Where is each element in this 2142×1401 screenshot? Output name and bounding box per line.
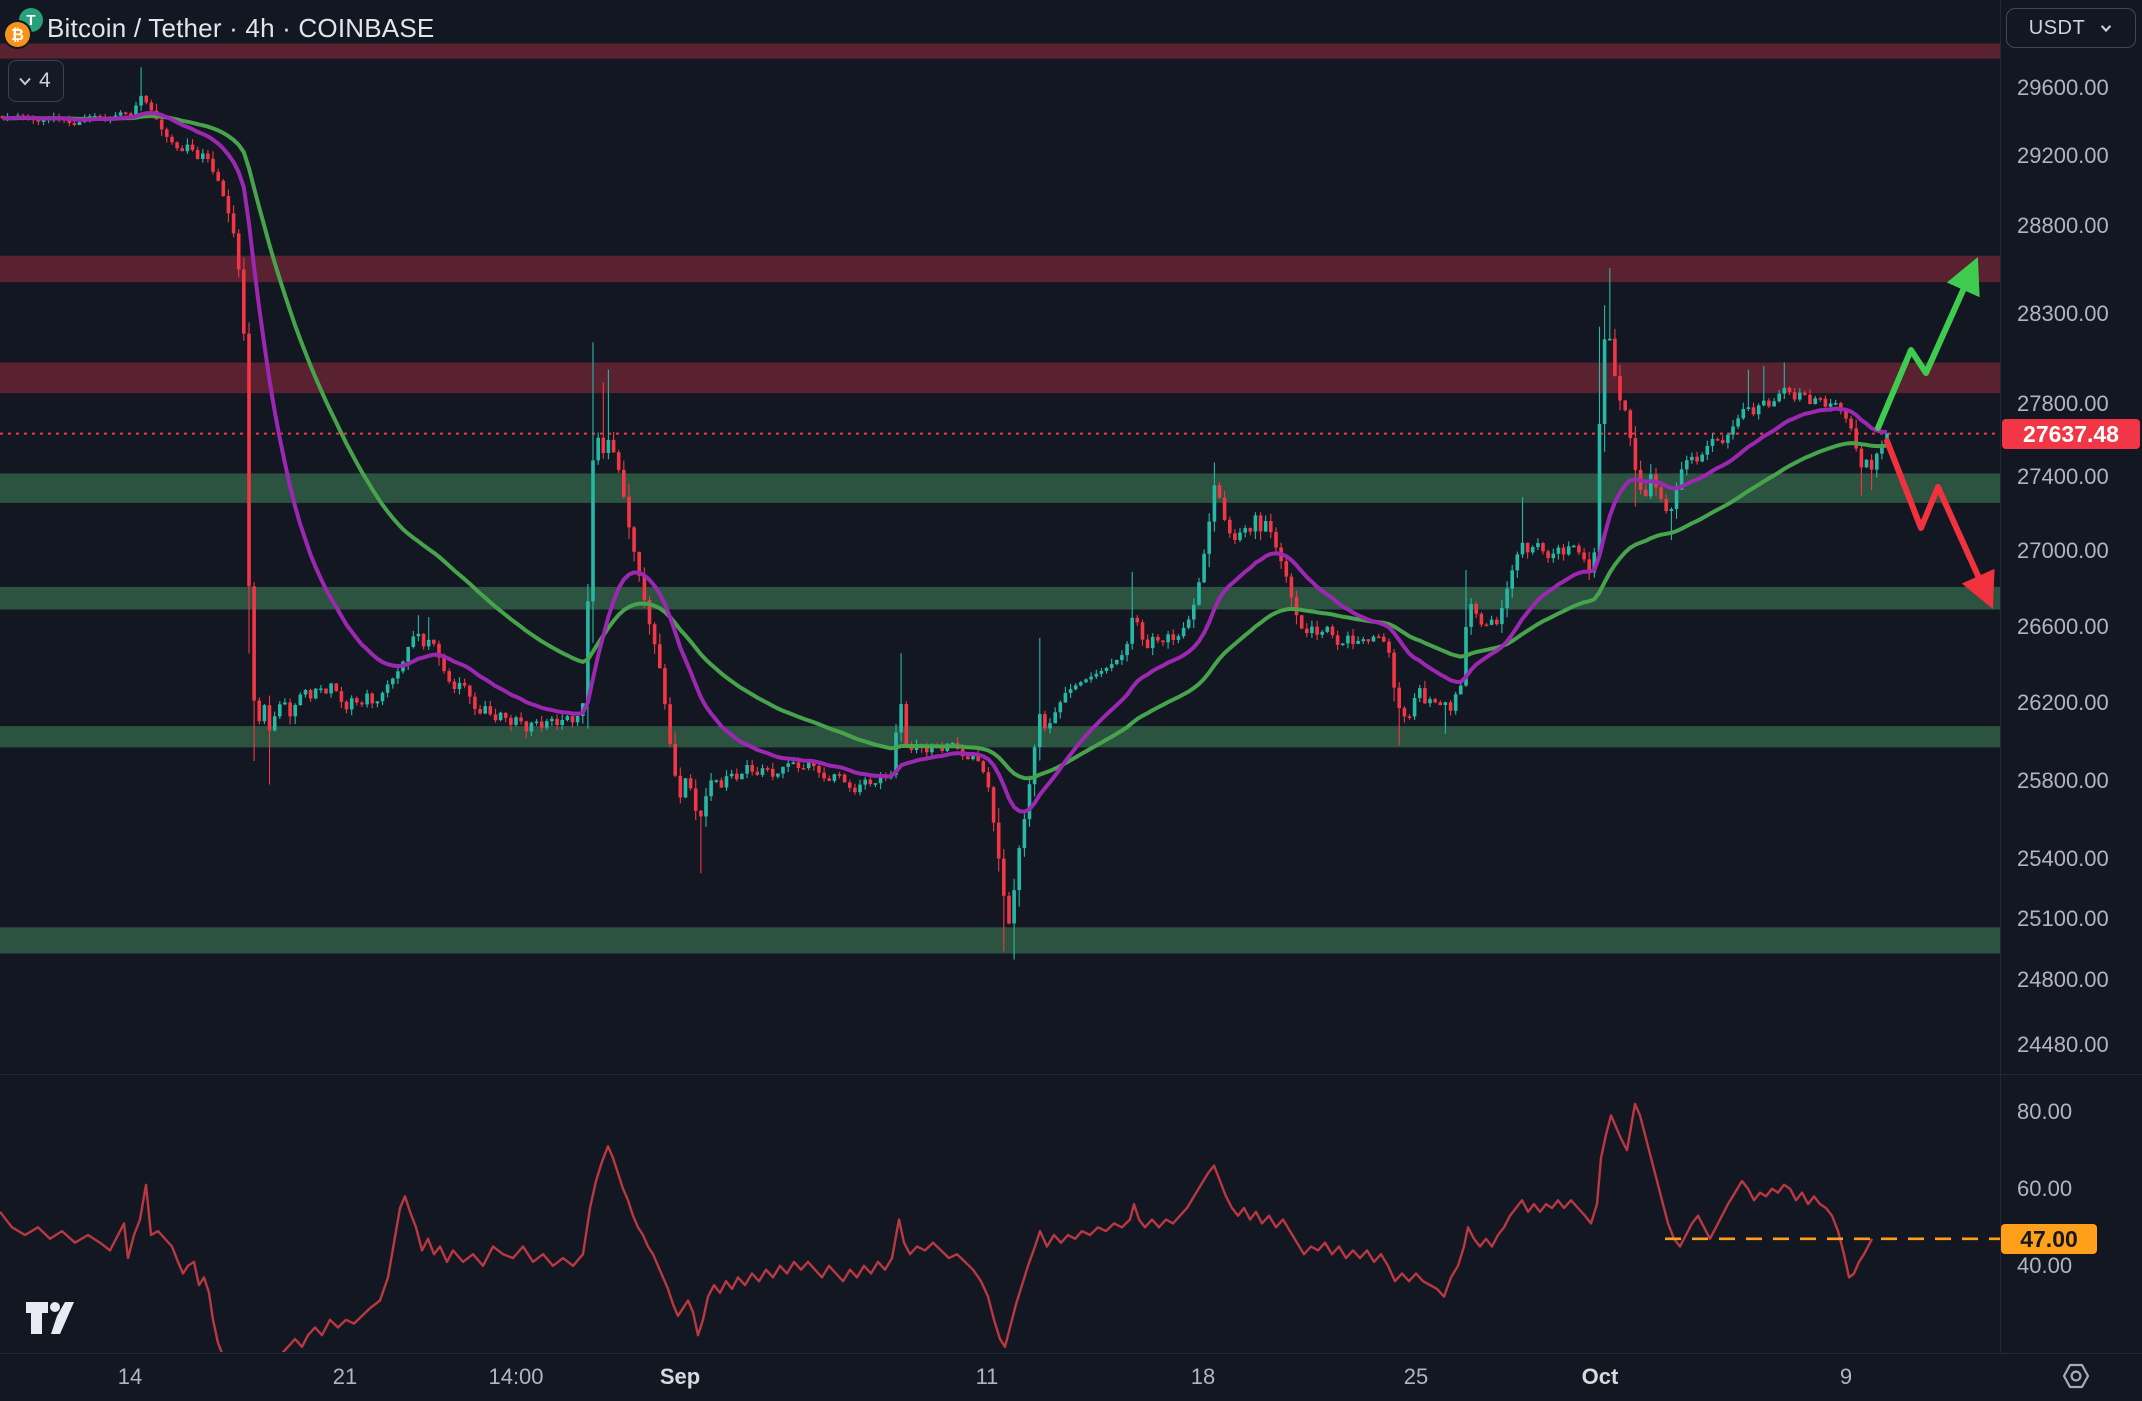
time-tick-label: 25 — [1403, 1364, 1429, 1389]
price-tick-label: 27400.00 — [2017, 464, 2109, 489]
price-tick-label: 27800.00 — [2017, 391, 2109, 416]
support-zone — [0, 586, 2000, 610]
oscillator-tick-label: 40.00 — [2017, 1253, 2073, 1278]
support-zone — [0, 927, 2000, 954]
chevron-down-icon — [2101, 25, 2112, 33]
current-price-label[interactable]: 27637.48 — [2002, 419, 2140, 449]
symbol-title: Bitcoin / Tether · 4h · COINBASE — [47, 13, 435, 43]
time-tick-label: 14:00 — [488, 1364, 544, 1389]
bitcoin-icon: ₿ — [5, 22, 30, 47]
bullish-arrow[interactable] — [1875, 257, 1980, 431]
settings-gear-icon[interactable] — [2060, 1360, 2092, 1397]
legend-collapse-chip[interactable]: 4 — [8, 60, 64, 102]
time-tick-label: 14 — [117, 1364, 143, 1389]
price-tick-label: 25400.00 — [2017, 846, 2109, 871]
tradingview-logo[interactable] — [24, 1296, 76, 1345]
time-tick-label: Oct — [1581, 1364, 1619, 1389]
candles[interactable] — [0, 67, 1889, 960]
oscillator-tick-label: 80.00 — [2017, 1099, 2073, 1124]
bearish-arrow[interactable] — [1884, 438, 1995, 609]
support-zone — [0, 726, 2000, 748]
price-tick-label: 24480.00 — [2017, 1032, 2109, 1057]
pane-divider[interactable] — [0, 1074, 2142, 1075]
price-tick-label: 26200.00 — [2017, 690, 2109, 715]
resistance-zone — [0, 255, 2000, 283]
price-axis-divider — [2000, 0, 2001, 1353]
price-tick-label: 24800.00 — [2017, 967, 2109, 992]
price-tick-label: 26600.00 — [2017, 614, 2109, 639]
time-tick-label: 21 — [332, 1364, 358, 1389]
chevron-down-icon — [19, 77, 31, 86]
collapsed-count: 4 — [39, 69, 51, 92]
slow-ma-line[interactable] — [2, 114, 1888, 781]
time-tick-label: 18 — [1190, 1364, 1216, 1389]
price-tick-label: 28300.00 — [2017, 301, 2109, 326]
time-tick-label: Sep — [659, 1364, 701, 1389]
rsi-line[interactable] — [0, 1102, 1874, 1374]
price-tick-label: 28800.00 — [2017, 213, 2109, 238]
resistance-zone — [0, 43, 2000, 59]
support-resistance-zones[interactable] — [0, 43, 2000, 954]
fast-ma-line[interactable] — [2, 111, 1888, 814]
price-tick-label: 25800.00 — [2017, 768, 2109, 793]
price-tick-label: 25100.00 — [2017, 906, 2109, 931]
oscillator-value-label[interactable]: 47.00 — [2001, 1224, 2097, 1254]
oscillator-tick-label: 60.00 — [2017, 1176, 2073, 1201]
price-tick-label: 27000.00 — [2017, 538, 2109, 563]
resistance-zone — [0, 362, 2000, 394]
time-tick-label: 9 — [1839, 1364, 1853, 1389]
currency-unit-button[interactable]: USDT — [2006, 8, 2136, 48]
price-tick-label: 29200.00 — [2017, 143, 2109, 168]
time-tick-label: 11 — [975, 1364, 999, 1389]
currency-unit-label: USDT — [2028, 16, 2086, 39]
price-tick-label: 29600.00 — [2017, 75, 2109, 100]
time-axis-divider — [0, 1353, 2142, 1354]
